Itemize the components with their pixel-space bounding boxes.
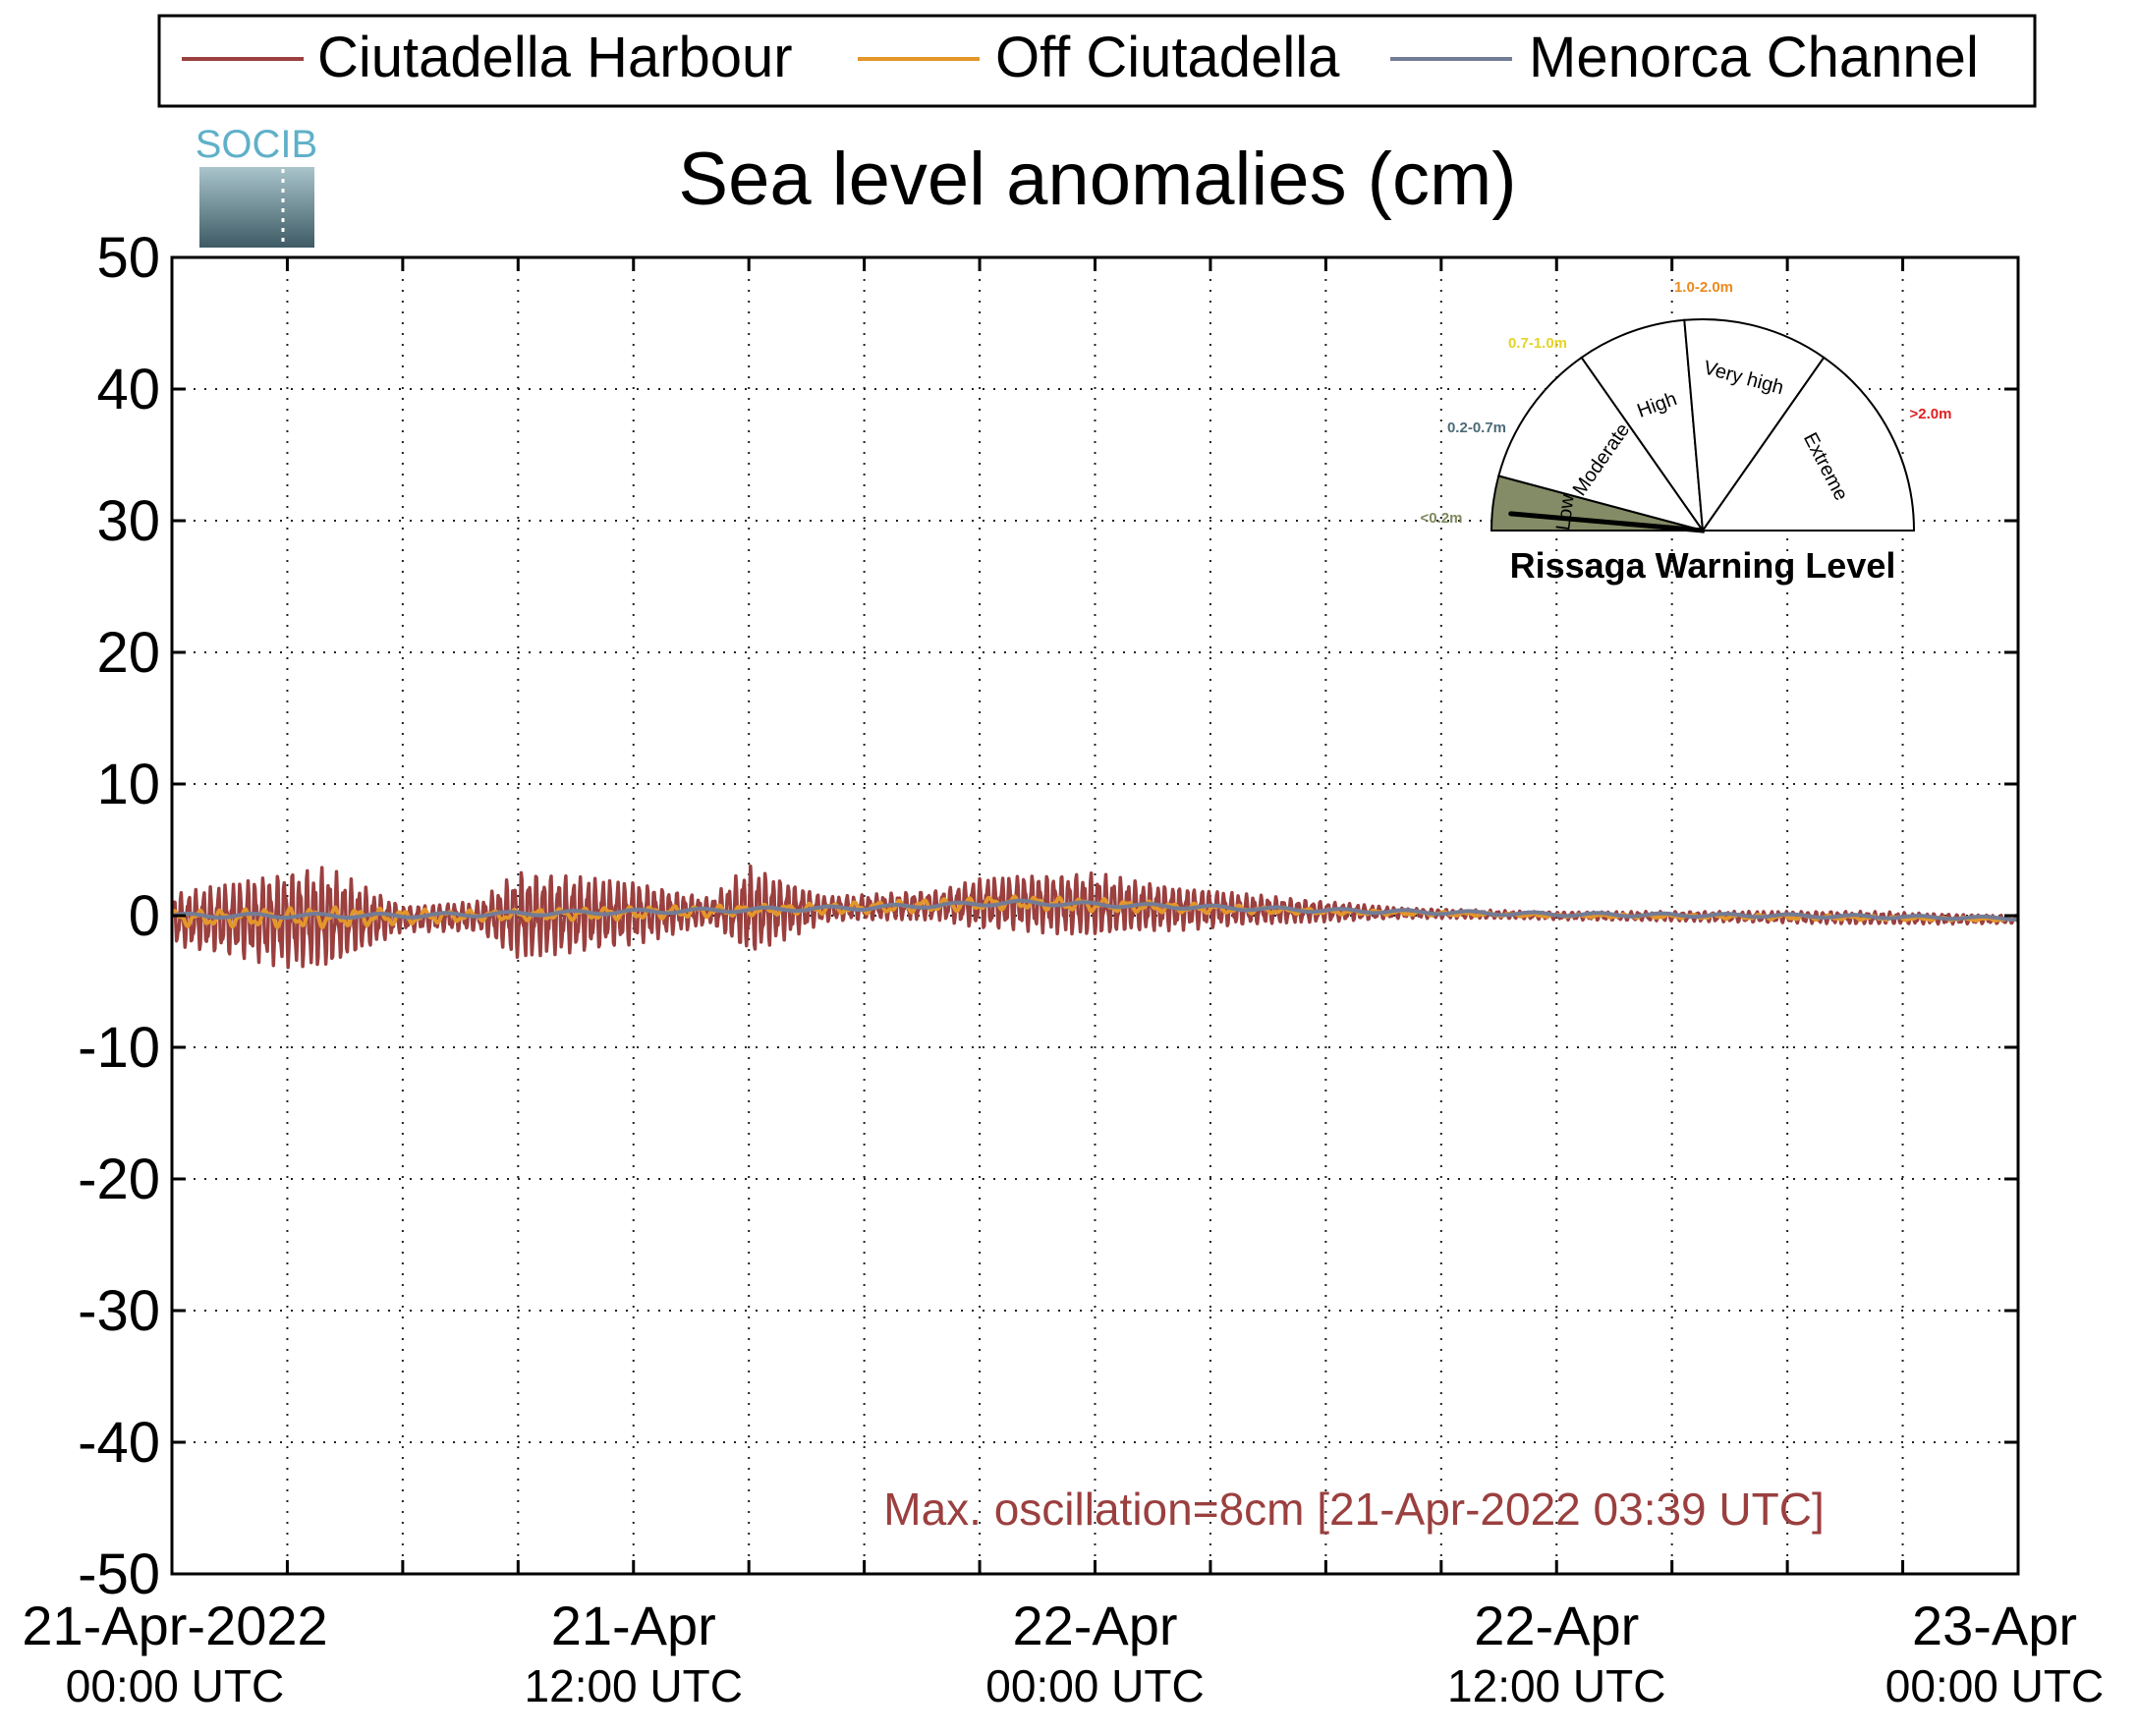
gauge-range-label: >2.0m (1910, 406, 1952, 422)
series-layer (172, 864, 2018, 970)
gauge-range-label: <0.2m (1421, 510, 1463, 527)
gauge-sector (1701, 356, 1916, 532)
x-tick-label-date: 22-Apr (1474, 1595, 1639, 1656)
y-axis: 50 40 30 20 10 0 -10 -20 -30 -40 -50 (78, 226, 2018, 1606)
y-tick-label: 40 (96, 358, 160, 421)
legend-entry: Off Ciutadella (995, 26, 1340, 89)
legend: Ciutadella Harbour Off Ciutadella Menorca … (157, 14, 2037, 108)
y-tick-label: -20 (78, 1148, 160, 1211)
x-tick-label-time: 12:00 UTC (525, 1660, 743, 1711)
gauge-needle (1508, 511, 1706, 533)
x-tick-label-time: 12:00 UTC (1447, 1660, 1665, 1711)
y-tick-label: 20 (96, 621, 160, 685)
x-tick-label-date: 22-Apr (1012, 1595, 1177, 1656)
gauge-sector (1683, 318, 1826, 533)
x-tick-label-time: 00:00 UTC (66, 1660, 284, 1711)
chart-title: Sea level anomalies (cm) (678, 138, 1516, 221)
x-tick-label-date: 23-Apr (1912, 1595, 2077, 1656)
y-tick-label: -50 (78, 1542, 160, 1606)
x-tick-label-time: 00:00 UTC (1885, 1660, 2104, 1711)
gauge-sector (1580, 318, 1705, 534)
legend-box (157, 14, 2037, 108)
series-line-menorca-channel (172, 898, 2018, 922)
y-tick-label: -30 (78, 1279, 160, 1343)
legend-entry: Ciutadella Harbour (317, 26, 793, 89)
gauge-level-label: Low (1552, 492, 1579, 532)
gauge-range-label: 0.2-0.7m (1447, 420, 1506, 436)
legend-entry: Menorca Channel (1529, 26, 1979, 89)
y-tick-label: -40 (78, 1411, 160, 1475)
x-tick-label-date: 21-Apr (551, 1595, 716, 1656)
y-tick-label: 0 (129, 884, 160, 948)
x-tick-label-time: 00:00 UTC (985, 1660, 1204, 1711)
gauge-sector (1497, 356, 1706, 532)
y-tick-label: 30 (96, 489, 160, 553)
socib-logo-wave (199, 167, 314, 248)
y-tick-label: -10 (78, 1016, 160, 1080)
x-tick-label-date: 21-Apr-2022 (22, 1595, 327, 1656)
y-tick-label: 50 (96, 226, 160, 290)
socib-logo: SOCIB (196, 123, 317, 248)
socib-logo-text: SOCIB (196, 123, 317, 166)
max-oscillation-annotation: Max. oscillation=8cm [21-Apr-2022 03:39 … (883, 1484, 1825, 1535)
y-tick-label: 10 (96, 753, 160, 816)
gauge-range-label: 0.7-1.0m (1508, 335, 1567, 352)
gauge-range-label: 1.0-2.0m (1674, 279, 1733, 296)
gauge-title: Rissaga Warning Level (1510, 545, 1896, 586)
